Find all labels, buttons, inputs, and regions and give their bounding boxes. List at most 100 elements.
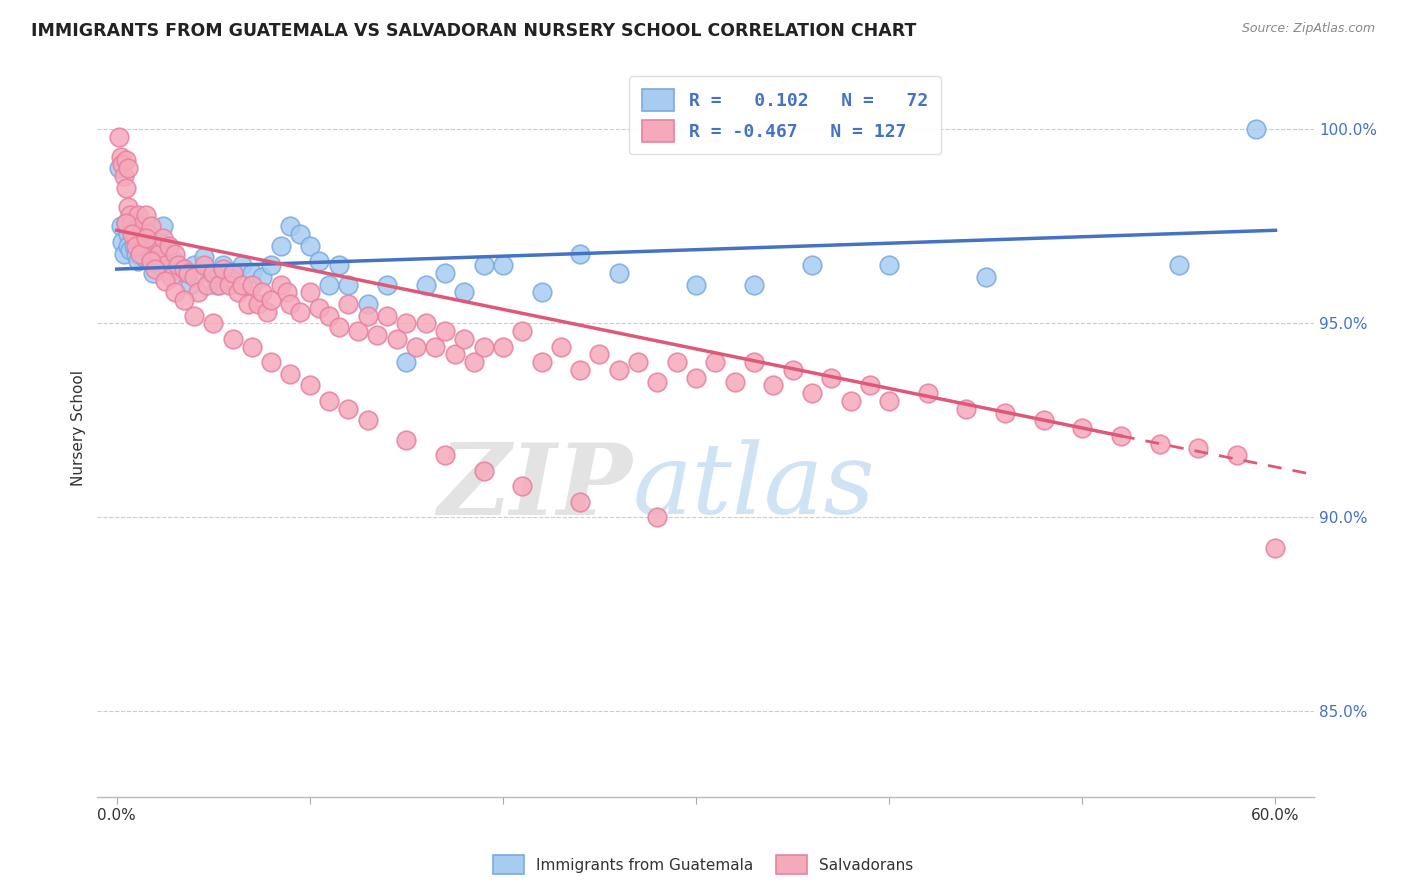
Point: [955, 401, 977, 416]
Point: [153, 239, 176, 253]
Point: [742, 277, 765, 292]
Point: [167, 262, 190, 277]
Point: [1109, 429, 1132, 443]
Point: [111, 157, 134, 171]
Point: [859, 378, 882, 392]
Point: [395, 433, 418, 447]
Point: [260, 258, 283, 272]
Point: [125, 246, 148, 260]
Point: [193, 251, 215, 265]
Point: [221, 332, 243, 346]
Point: [117, 200, 139, 214]
Point: [318, 394, 340, 409]
Point: [569, 495, 592, 509]
Point: [131, 243, 153, 257]
Legend: Immigrants from Guatemala, Salvadorans: Immigrants from Guatemala, Salvadorans: [486, 849, 920, 880]
Legend: R =   0.102   N =   72, R = -0.467   N = 127: R = 0.102 N = 72, R = -0.467 N = 127: [628, 76, 941, 154]
Point: [647, 375, 669, 389]
Point: [1187, 441, 1209, 455]
Point: [179, 277, 201, 292]
Point: [280, 297, 302, 311]
Point: [142, 266, 165, 280]
Point: [121, 219, 143, 234]
Point: [122, 239, 145, 253]
Point: [415, 317, 437, 331]
Point: [1226, 448, 1249, 462]
Point: [173, 262, 195, 277]
Point: [112, 169, 135, 183]
Point: [433, 324, 456, 338]
Point: [246, 297, 269, 311]
Point: [405, 340, 427, 354]
Point: [270, 239, 292, 253]
Point: [208, 277, 231, 292]
Point: [157, 239, 180, 253]
Point: [236, 297, 259, 311]
Point: [132, 251, 155, 265]
Point: [173, 293, 195, 307]
Point: [510, 324, 533, 338]
Point: [550, 340, 572, 354]
Point: [122, 223, 145, 237]
Point: [135, 208, 157, 222]
Point: [197, 277, 219, 292]
Point: [1167, 258, 1189, 272]
Point: [607, 363, 630, 377]
Point: [128, 246, 150, 260]
Point: [298, 239, 321, 253]
Point: [157, 262, 180, 277]
Point: [173, 266, 195, 280]
Point: [127, 254, 149, 268]
Point: [288, 227, 311, 242]
Point: [337, 401, 360, 416]
Point: [472, 340, 495, 354]
Point: [357, 309, 380, 323]
Point: [433, 448, 456, 462]
Point: [270, 277, 292, 292]
Point: [782, 363, 804, 377]
Point: [202, 317, 225, 331]
Point: [800, 386, 823, 401]
Point: [221, 266, 243, 280]
Point: [218, 277, 240, 292]
Point: [385, 332, 408, 346]
Point: [463, 355, 485, 369]
Point: [472, 258, 495, 272]
Point: [152, 219, 174, 234]
Point: [328, 320, 350, 334]
Point: [318, 277, 340, 292]
Point: [1071, 421, 1094, 435]
Text: ZIP: ZIP: [437, 439, 633, 535]
Point: [177, 266, 200, 280]
Point: [318, 309, 340, 323]
Point: [221, 266, 243, 280]
Point: [256, 305, 278, 319]
Point: [128, 219, 150, 234]
Point: [974, 269, 997, 284]
Point: [704, 355, 727, 369]
Point: [148, 246, 170, 260]
Point: [127, 208, 149, 222]
Point: [110, 219, 132, 234]
Point: [128, 231, 150, 245]
Point: [135, 223, 157, 237]
Point: [280, 219, 302, 234]
Point: [121, 227, 143, 242]
Point: [276, 285, 298, 300]
Point: [193, 258, 215, 272]
Point: [153, 258, 176, 272]
Point: [183, 309, 205, 323]
Point: [820, 370, 842, 384]
Point: [298, 378, 321, 392]
Point: [328, 258, 350, 272]
Point: [135, 231, 157, 245]
Point: [153, 274, 176, 288]
Point: [375, 309, 398, 323]
Point: [569, 246, 592, 260]
Point: [163, 254, 186, 268]
Point: [288, 305, 311, 319]
Point: [205, 277, 228, 292]
Point: [121, 215, 143, 229]
Point: [132, 239, 155, 253]
Point: [492, 340, 515, 354]
